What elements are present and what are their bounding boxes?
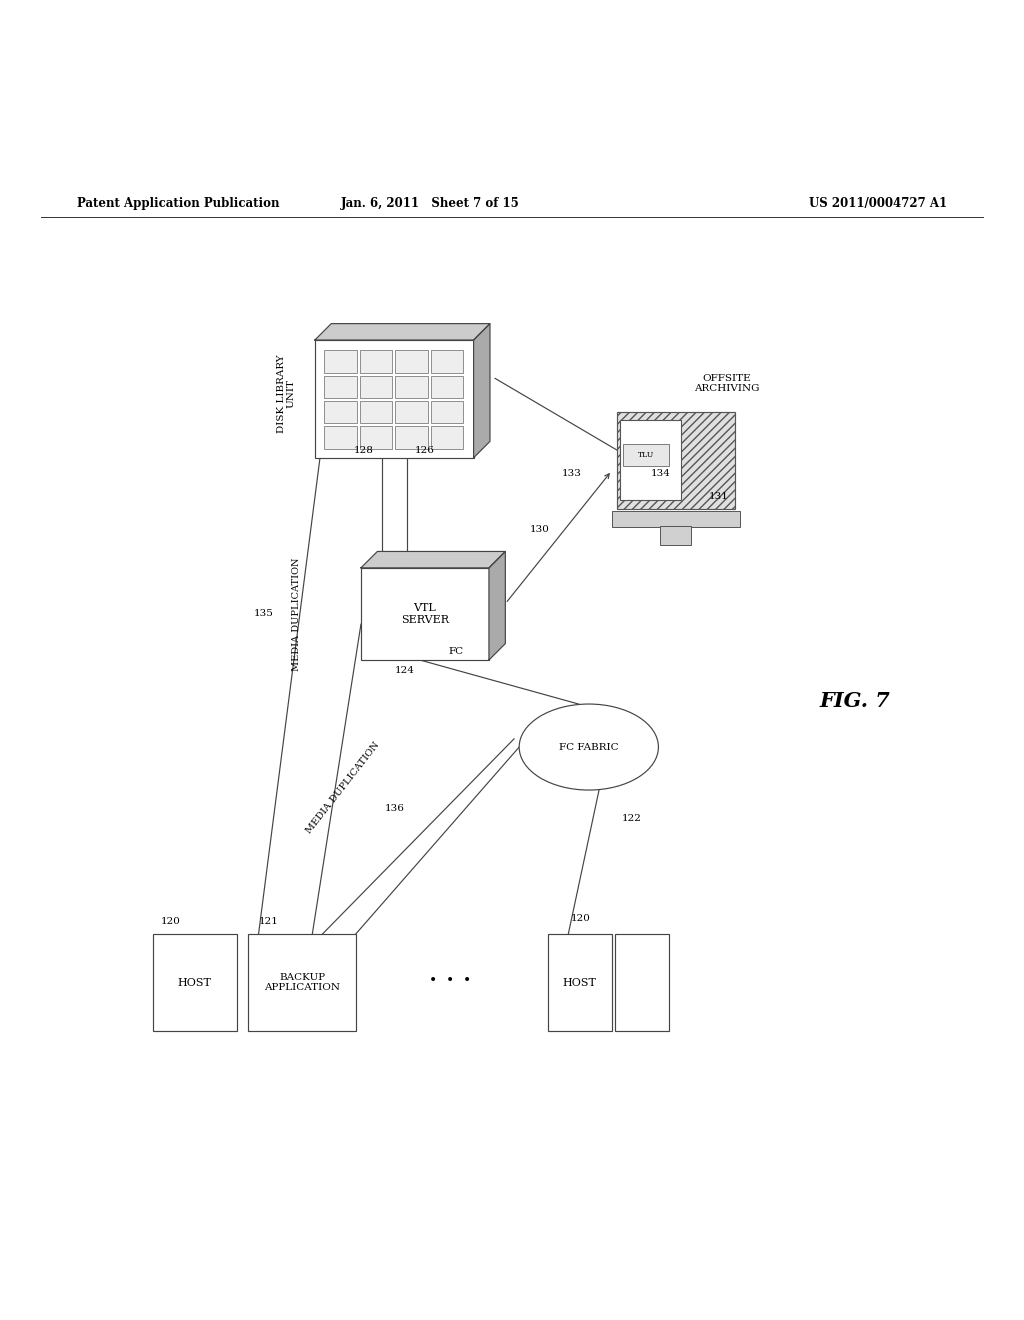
- Text: DISK LIBRARY
UNIT: DISK LIBRARY UNIT: [276, 355, 296, 433]
- Bar: [660, 527, 691, 545]
- Bar: [315, 341, 473, 458]
- Bar: [431, 401, 463, 424]
- Text: MEDIA DUPLICATION: MEDIA DUPLICATION: [304, 741, 382, 836]
- Text: Patent Application Publication: Patent Application Publication: [77, 197, 280, 210]
- Text: Jan. 6, 2011   Sheet 7 of 15: Jan. 6, 2011 Sheet 7 of 15: [341, 197, 519, 210]
- Bar: [324, 376, 356, 397]
- Text: 131: 131: [709, 491, 729, 500]
- Text: FIG. 7: FIG. 7: [819, 690, 891, 711]
- Bar: [623, 444, 669, 466]
- Bar: [324, 350, 356, 372]
- Bar: [431, 426, 463, 449]
- Bar: [359, 350, 392, 372]
- Bar: [395, 401, 428, 424]
- Bar: [614, 935, 669, 1031]
- Bar: [360, 568, 489, 660]
- Bar: [324, 426, 356, 449]
- Text: VTL
SERVER: VTL SERVER: [401, 603, 449, 624]
- Text: 120: 120: [161, 916, 181, 925]
- Bar: [621, 421, 681, 500]
- Text: 121: 121: [258, 916, 279, 925]
- Polygon shape: [360, 552, 506, 568]
- Text: TLU: TLU: [638, 451, 654, 459]
- Text: MEDIA DUPLICATION: MEDIA DUPLICATION: [293, 557, 301, 671]
- Text: 130: 130: [529, 525, 550, 535]
- Ellipse shape: [519, 704, 658, 791]
- Text: FC FABRIC: FC FABRIC: [559, 743, 618, 751]
- Bar: [324, 401, 356, 424]
- Bar: [359, 426, 392, 449]
- Text: 133: 133: [561, 469, 582, 478]
- Polygon shape: [489, 552, 506, 660]
- Text: BACKUP
APPLICATION: BACKUP APPLICATION: [264, 973, 340, 993]
- Text: 120: 120: [570, 913, 591, 923]
- Text: 134: 134: [650, 469, 671, 478]
- Polygon shape: [315, 323, 490, 341]
- Text: 126: 126: [415, 446, 435, 454]
- Text: HOST: HOST: [563, 978, 597, 987]
- Text: 136: 136: [384, 804, 404, 813]
- Text: US 2011/0004727 A1: US 2011/0004727 A1: [809, 197, 947, 210]
- Bar: [395, 376, 428, 397]
- Text: FC: FC: [449, 647, 463, 656]
- Bar: [395, 350, 428, 372]
- Text: •  •  •: • • •: [429, 974, 472, 987]
- Bar: [395, 426, 428, 449]
- Text: 135: 135: [254, 610, 274, 618]
- Polygon shape: [473, 323, 490, 458]
- Text: 128: 128: [353, 446, 374, 454]
- Bar: [359, 401, 392, 424]
- Bar: [431, 350, 463, 372]
- Bar: [153, 935, 237, 1031]
- Bar: [548, 935, 611, 1031]
- Text: HOST: HOST: [177, 978, 212, 987]
- Bar: [612, 511, 739, 528]
- Bar: [431, 376, 463, 397]
- Text: 124: 124: [394, 665, 415, 675]
- Bar: [359, 376, 392, 397]
- Text: 122: 122: [622, 814, 642, 824]
- Bar: [248, 935, 356, 1031]
- Text: OFFSITE
ARCHIVING: OFFSITE ARCHIVING: [694, 374, 760, 393]
- Bar: [616, 412, 735, 510]
